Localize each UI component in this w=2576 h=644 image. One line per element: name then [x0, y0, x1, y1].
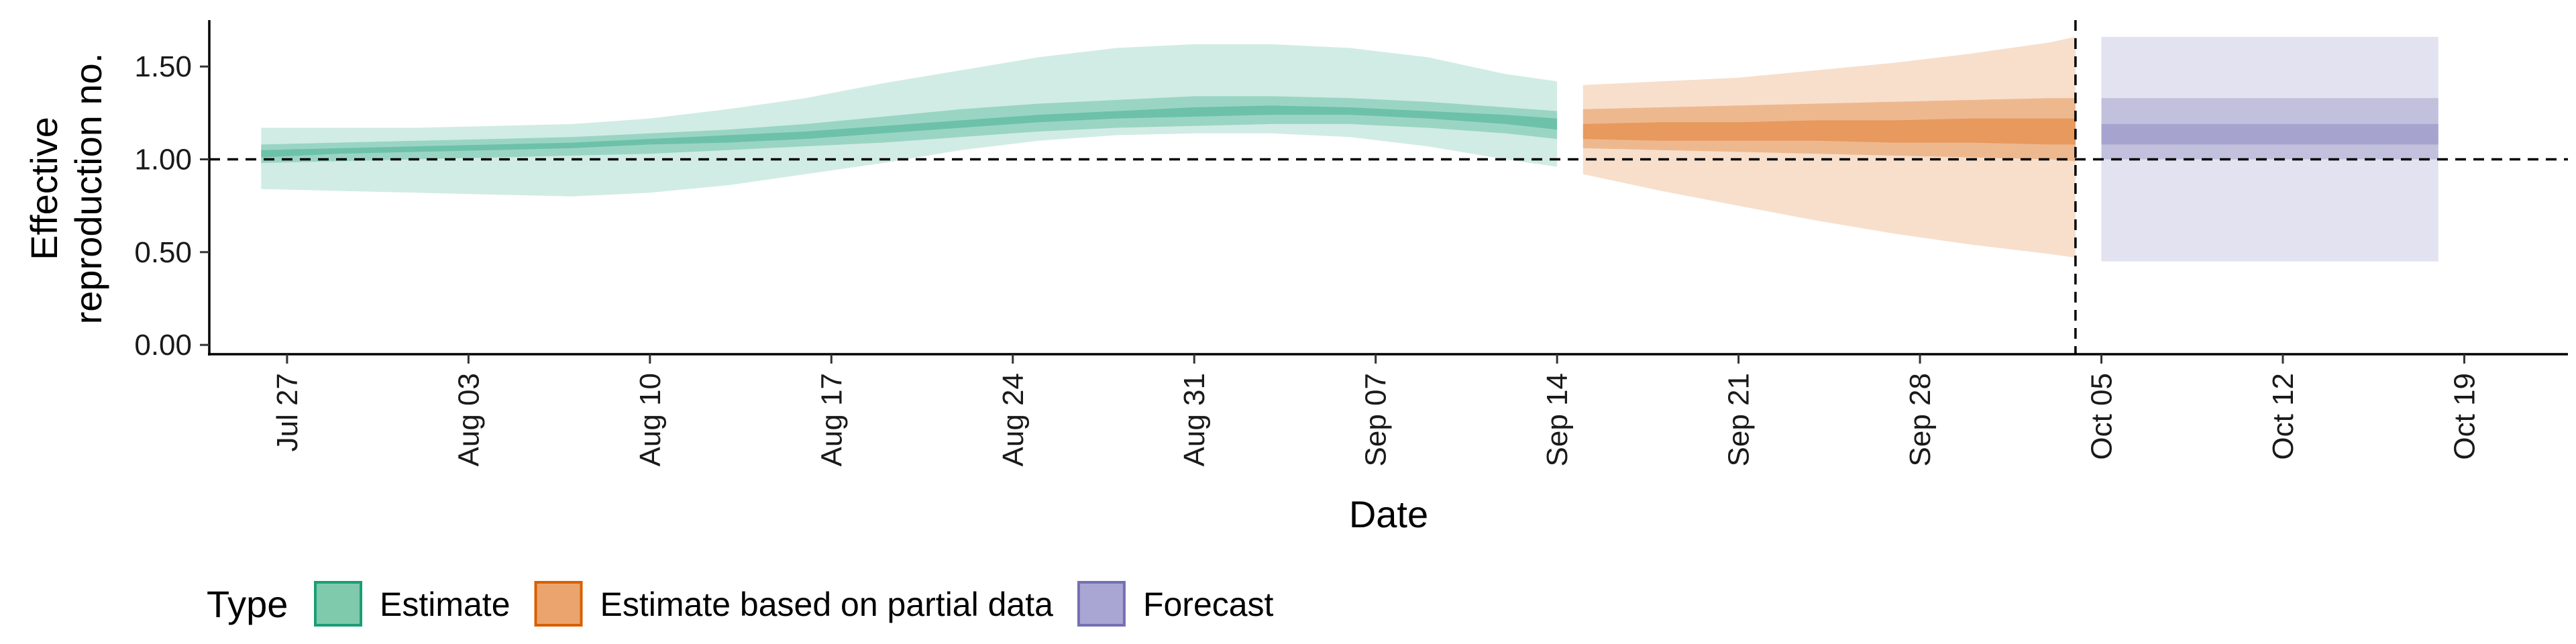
legend-label-estimate: Estimate: [380, 586, 511, 623]
x-tick-label: Oct 12: [2267, 373, 2300, 460]
y-axis-title: Effectivereproduction no.: [23, 53, 109, 325]
estimate-band-90: [261, 44, 1558, 197]
x-tick-label: Sep 21: [1723, 373, 1756, 466]
legend-key-estimate: [314, 581, 362, 627]
credible-interval-bands: [261, 36, 2438, 262]
x-tick-label: Aug 10: [634, 373, 667, 466]
reference-lines: [209, 20, 2568, 354]
y-axis-title-line: reproduction no.: [67, 53, 109, 325]
y-axis-title-line: Effective: [23, 117, 65, 260]
x-tick-label: Aug 03: [452, 373, 485, 466]
x-tick-label: Oct 05: [2086, 373, 2118, 460]
y-tick-label: 0.50: [134, 236, 192, 269]
x-axis-ticks: Jul 27 Aug 03 Aug 10 Aug 17 Aug 24 Aug 31 Sep …: [271, 354, 2481, 466]
x-tick-label: Aug 17: [815, 373, 848, 466]
estimate-band-20: [261, 105, 1558, 158]
legend: Type Estimate Estimate based on partial d…: [207, 581, 1274, 627]
legend-key-forecast: [1077, 581, 1126, 627]
forecast-band-90: [2101, 36, 2438, 262]
estimate-based-on-partial-data-band-50: [1582, 98, 2076, 162]
x-tick-label: Jul 27: [271, 373, 304, 451]
legend-title: Type: [207, 583, 288, 625]
x-tick-label: Aug 31: [1178, 373, 1211, 466]
axes: [208, 20, 2568, 356]
y-tick-label: 1.00: [134, 144, 192, 176]
legend-label-estimate-based-on-partial-data: Estimate based on partial data: [600, 586, 1054, 623]
x-axis-title: Date: [1349, 493, 1428, 535]
forecast-band-50: [2101, 98, 2438, 160]
y-tick-label: 0.00: [134, 329, 192, 362]
y-tick-label: 1.50: [134, 50, 192, 83]
legend-key-estimate-based-on-partial-data: [534, 581, 583, 627]
x-tick-label: Sep 14: [1541, 373, 1574, 466]
forecast-band-20: [2101, 123, 2438, 145]
x-tick-label: Aug 24: [997, 373, 1030, 466]
x-tick-label: Oct 19: [2448, 373, 2481, 460]
y-axis-ticks: 0.00 0.50 1.00 1.50: [134, 50, 209, 362]
x-tick-label: Sep 28: [1904, 373, 1937, 466]
estimate-band-50: [261, 96, 1558, 163]
x-tick-label: Sep 07: [1360, 373, 1393, 466]
estimate-based-on-partial-data-band-20: [1582, 118, 2076, 145]
legend-label-forecast: Forecast: [1143, 586, 1274, 623]
estimate-based-on-partial-data-band-90: [1582, 36, 2076, 258]
